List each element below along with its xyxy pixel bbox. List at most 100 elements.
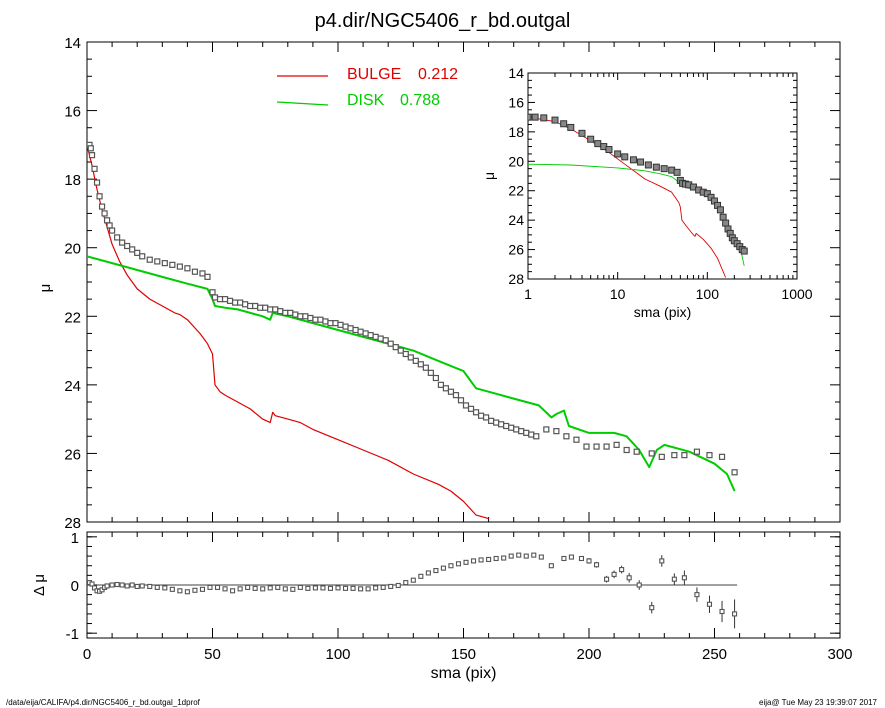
- residual-point: [561, 555, 567, 562]
- residual-point: [440, 565, 446, 571]
- data-point: [543, 426, 550, 433]
- main-ytick-label: 16: [64, 104, 81, 121]
- residual-point: [593, 562, 600, 568]
- inset-xtick-label: 1000: [781, 286, 812, 302]
- data-point: [452, 392, 460, 399]
- main-ytick-label: 14: [64, 35, 81, 52]
- data-point: [523, 429, 530, 436]
- data-point: [237, 299, 244, 306]
- residual-point: [501, 555, 507, 561]
- footer-timestamp: eija@ Tue May 23 19:39:07 2017: [759, 698, 877, 707]
- residual-point: [694, 592, 700, 598]
- data-point: [347, 325, 354, 332]
- footer-file-path: /data/eija/CALIFA/p4.dir/NGC5406_r_bd.ou…: [6, 698, 200, 707]
- data-point: [528, 431, 535, 438]
- inset-data-point: [703, 190, 711, 198]
- residual-point: [237, 586, 243, 592]
- data-point: [477, 412, 485, 419]
- residual-point: [297, 584, 303, 590]
- data-point: [706, 452, 713, 459]
- data-point: [211, 294, 219, 301]
- xtick-label: 100: [325, 646, 350, 663]
- inset-data-point: [560, 120, 568, 128]
- residual-point: [470, 558, 477, 564]
- residual-point: [425, 570, 431, 576]
- inset-data-point: [594, 140, 602, 148]
- inset-ytick-label: 28: [508, 271, 524, 287]
- data-point: [633, 448, 640, 455]
- residual-point: [147, 583, 153, 589]
- data-point: [287, 309, 294, 316]
- data-point: [457, 397, 465, 404]
- residual-point: [486, 556, 492, 563]
- data-point: [613, 441, 620, 448]
- data-point: [337, 321, 344, 328]
- residual-point: [578, 555, 585, 562]
- residual-point: [373, 585, 379, 591]
- xtick-label: 300: [827, 646, 852, 663]
- data-point: [447, 388, 455, 395]
- data-point: [731, 469, 738, 476]
- residual-point: [531, 552, 537, 558]
- residual-point: [139, 583, 145, 589]
- legend-label-bulge: BULGE: [347, 66, 401, 83]
- data-point: [513, 426, 520, 433]
- inset-data-point: [629, 156, 637, 164]
- data-point: [272, 306, 279, 313]
- residual-point: [586, 558, 592, 564]
- residual-point: [154, 584, 160, 590]
- xtick-label: 150: [451, 646, 476, 663]
- data-point: [98, 203, 106, 210]
- residual-point: [162, 585, 168, 591]
- data-point: [108, 227, 116, 234]
- residual-point: [192, 587, 198, 593]
- data-point: [154, 258, 161, 265]
- residual-point: [124, 583, 130, 589]
- residual-point: [671, 576, 677, 582]
- inset-data-point: [531, 113, 539, 121]
- data-point: [176, 263, 183, 270]
- data-point: [322, 318, 329, 325]
- inset-xtick-label: 1: [524, 286, 532, 302]
- data-point: [226, 297, 234, 304]
- legend-value-bulge: 0.212: [418, 66, 458, 83]
- data-point: [257, 304, 264, 311]
- residual-point: [681, 575, 687, 581]
- residual-ytick-label: -1: [66, 626, 79, 643]
- data-point: [106, 222, 113, 229]
- data-point: [462, 402, 470, 409]
- residual-point: [104, 583, 110, 589]
- legend-swatch-disk: [276, 101, 329, 106]
- data-point: [518, 428, 525, 435]
- main-ytick-label: 22: [64, 309, 81, 326]
- data-point: [307, 314, 314, 322]
- main-ytick-label: 20: [64, 241, 81, 258]
- data-point: [681, 452, 688, 459]
- residual-point: [305, 585, 311, 591]
- residual-point: [418, 573, 424, 579]
- data-point: [412, 357, 419, 364]
- residual-point: [611, 571, 617, 577]
- data-point: [129, 246, 136, 253]
- inset-data-point: [605, 146, 613, 154]
- data-point: [103, 217, 111, 224]
- data-point: [422, 364, 429, 371]
- data-point: [583, 443, 590, 450]
- main-ytick-label: 28: [64, 515, 81, 532]
- data-point: [367, 332, 374, 339]
- residual-point: [230, 588, 236, 594]
- data-point: [472, 409, 480, 416]
- inset-data-point: [528, 113, 532, 121]
- residual-point: [282, 586, 288, 592]
- data-point: [397, 347, 404, 354]
- data-point: [488, 417, 495, 424]
- residual-point: [275, 584, 281, 590]
- data-point: [407, 354, 414, 361]
- residual-point: [214, 584, 221, 590]
- inset-ytick-label: 26: [508, 242, 524, 258]
- data-point: [342, 323, 349, 330]
- inset-data-point: [719, 213, 727, 221]
- residual-point: [455, 561, 462, 567]
- residual-point: [260, 586, 266, 592]
